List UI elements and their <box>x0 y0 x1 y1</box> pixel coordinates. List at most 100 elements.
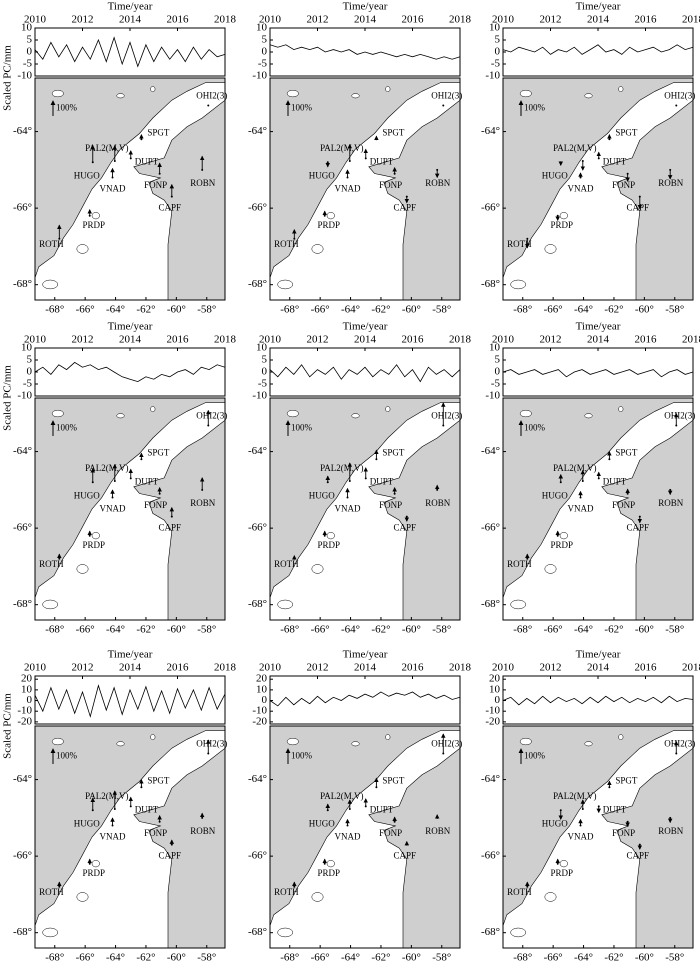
station-label: SPGT <box>382 127 405 137</box>
x-tick-label: 2010 <box>492 334 515 346</box>
station-label: ROBN <box>190 498 216 508</box>
y-tick-label: 5 <box>27 354 33 366</box>
station-label: OHI2(3) <box>196 91 227 101</box>
x-tick-label: 2014 <box>119 14 142 26</box>
lat-label: -66° <box>481 850 500 862</box>
y-tick-label: -10 <box>485 70 500 82</box>
station-label: OHI2(3) <box>664 91 695 101</box>
island <box>559 532 568 540</box>
island <box>150 734 156 741</box>
island <box>351 413 360 419</box>
plot-frame <box>502 675 694 725</box>
station-label: PRDP <box>317 540 340 550</box>
x-tick-label: 2014 <box>587 334 610 346</box>
x-tick-label: 2010 <box>259 662 282 674</box>
station-label: ROTH <box>507 559 532 569</box>
map-frame <box>502 397 694 621</box>
station-label: ROTH <box>507 887 532 897</box>
x-tick-label: 2010 <box>24 662 47 674</box>
station-label: ROTH <box>274 239 299 249</box>
station-label: FONP <box>379 828 402 838</box>
lon-label: -60° <box>167 624 186 636</box>
island <box>150 86 156 93</box>
station-label: HUGO <box>309 818 335 828</box>
station-label: VNAD <box>100 184 126 194</box>
x-tick-label: 2012 <box>72 14 94 26</box>
x-tick-label: 2010 <box>492 662 515 674</box>
lat-label: -68° <box>481 598 500 610</box>
station-label: DUPT <box>135 804 159 814</box>
station-label: HUGO <box>542 170 568 180</box>
lon-label: -62° <box>136 952 155 964</box>
y-tick-label: 5 <box>27 34 33 46</box>
station-label: ROTH <box>274 887 299 897</box>
x-tick-label: 2010 <box>492 14 515 26</box>
lat-label: -64° <box>481 445 500 457</box>
lon-label: -58° <box>432 624 451 636</box>
y-tick-label: -10 <box>252 70 267 82</box>
island <box>277 279 294 290</box>
station-label: DUPT <box>135 476 159 486</box>
station-label: DUPT <box>370 156 394 166</box>
x-tick-label: 2012 <box>72 662 94 674</box>
x-tick-label: 2012 <box>307 334 329 346</box>
x-tick-label: 2010 <box>24 14 47 26</box>
island <box>385 86 391 93</box>
island <box>385 734 391 741</box>
lon-label: -66° <box>544 304 563 316</box>
lat-label: -68° <box>481 926 500 938</box>
island <box>510 599 527 610</box>
station-label: SPGT <box>147 447 170 457</box>
station-label: CAPF <box>394 523 417 533</box>
station-label: ROTH <box>39 559 64 569</box>
x-tick-label: 2016 <box>635 662 658 674</box>
station-label: ROBN <box>190 178 216 188</box>
island <box>326 860 335 868</box>
lon-label: -62° <box>371 952 390 964</box>
series-line <box>34 361 226 383</box>
y-tick-label: -5 <box>23 58 33 70</box>
station-label: HUGO <box>542 818 568 828</box>
island <box>42 927 59 938</box>
island <box>326 532 335 540</box>
lon-label: -58° <box>665 952 684 964</box>
x-axis-title: Time/year <box>343 1 388 13</box>
station-label: CAPF <box>159 203 182 213</box>
station-label: PAL2(M,V) <box>85 791 128 801</box>
x-axis-title: Time/year <box>576 321 621 333</box>
island <box>91 532 100 540</box>
station <box>675 104 678 107</box>
island <box>116 93 125 99</box>
island <box>519 89 532 98</box>
station-label: SPGT <box>147 127 170 137</box>
lat-label: -64° <box>248 773 267 785</box>
station-label: CAPF <box>627 851 650 861</box>
panel: Time/year Scaled PC/mm 2010 2012 2014 2016 201… <box>2 1 237 316</box>
island <box>584 413 593 419</box>
x-tick-label: 2012 <box>72 334 94 346</box>
lon-label: -66° <box>544 624 563 636</box>
lon-label: -60° <box>635 304 654 316</box>
panel: Time/year 2010 2012 2014 2016 2018 -20-1001020… <box>248 649 472 964</box>
scale-label: 100% <box>56 103 78 113</box>
map-frame <box>34 397 226 621</box>
series-line <box>269 364 461 383</box>
map-frame <box>34 77 226 301</box>
plot-frame <box>34 675 226 725</box>
x-tick-label: 2018 <box>682 14 700 26</box>
lon-label: -62° <box>136 304 155 316</box>
x-tick-label: 2014 <box>354 334 377 346</box>
island <box>544 892 557 902</box>
y-tick-label: 5 <box>495 354 501 366</box>
y-tick-label: -5 <box>491 58 501 70</box>
station-label: ROTH <box>39 887 64 897</box>
y-tick-label: 0 <box>495 366 501 378</box>
island <box>150 406 156 413</box>
island <box>519 409 532 418</box>
x-tick-label: 2016 <box>402 14 425 26</box>
station-label: FONP <box>144 180 167 190</box>
y-tick-label: -10 <box>252 705 267 717</box>
lat-label: -68° <box>248 926 267 938</box>
lon-label: -60° <box>402 304 421 316</box>
